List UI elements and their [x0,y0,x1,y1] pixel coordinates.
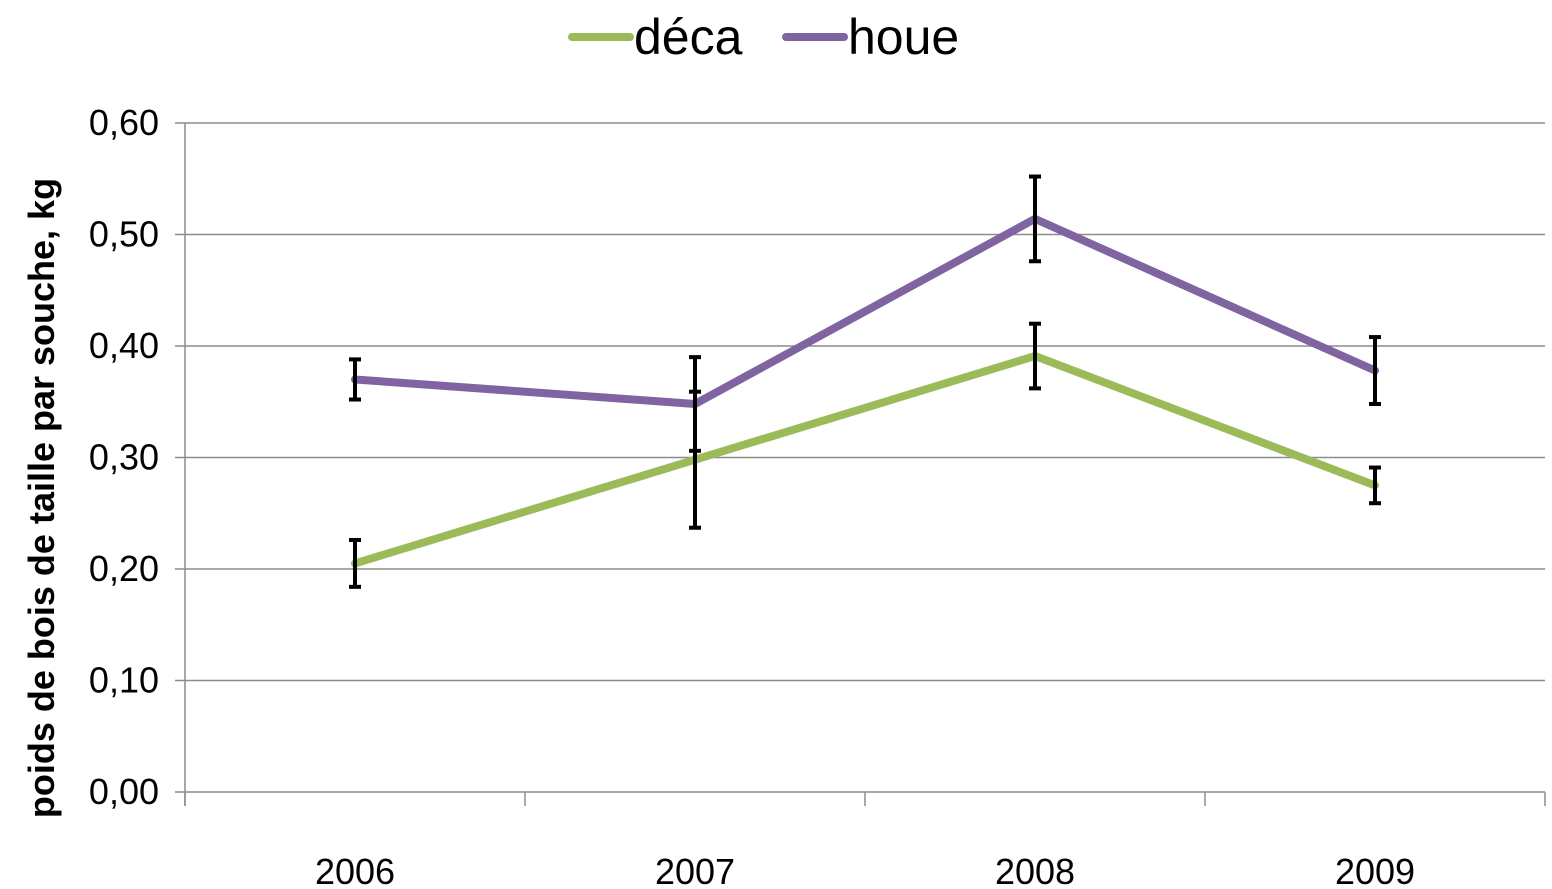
y-tick-label: 0,10 [89,660,159,701]
gridlines [175,122,1545,682]
series-line [351,352,1379,568]
x-tick-label: 2008 [995,851,1075,889]
y-tick-label: 0,20 [89,548,159,589]
y-tick-label: 0,00 [89,771,159,812]
x-tick-label: 2009 [1335,851,1415,889]
y-tick-label: 0,40 [89,325,159,366]
series-line [351,214,1379,408]
y-tick-label: 0,60 [89,102,159,143]
x-tick-label: 2006 [315,851,395,889]
y-tick-label: 0,50 [89,214,159,255]
legend-label: déca [634,9,743,65]
tick-labels: 0,00 0,10 0,20 0,30 0,40 0,50 0,60 2006 2007 2008… [89,102,1415,889]
error-bars [349,174,1381,589]
legend: déca houe [568,9,959,65]
legend-label: houe [848,9,959,65]
axes [175,123,1546,806]
y-tick-label: 0,30 [89,437,159,478]
series [351,214,1379,568]
x-tick-label: 2007 [655,851,735,889]
y-axis-title: poids de bois de taille par souche, kg [21,178,62,818]
